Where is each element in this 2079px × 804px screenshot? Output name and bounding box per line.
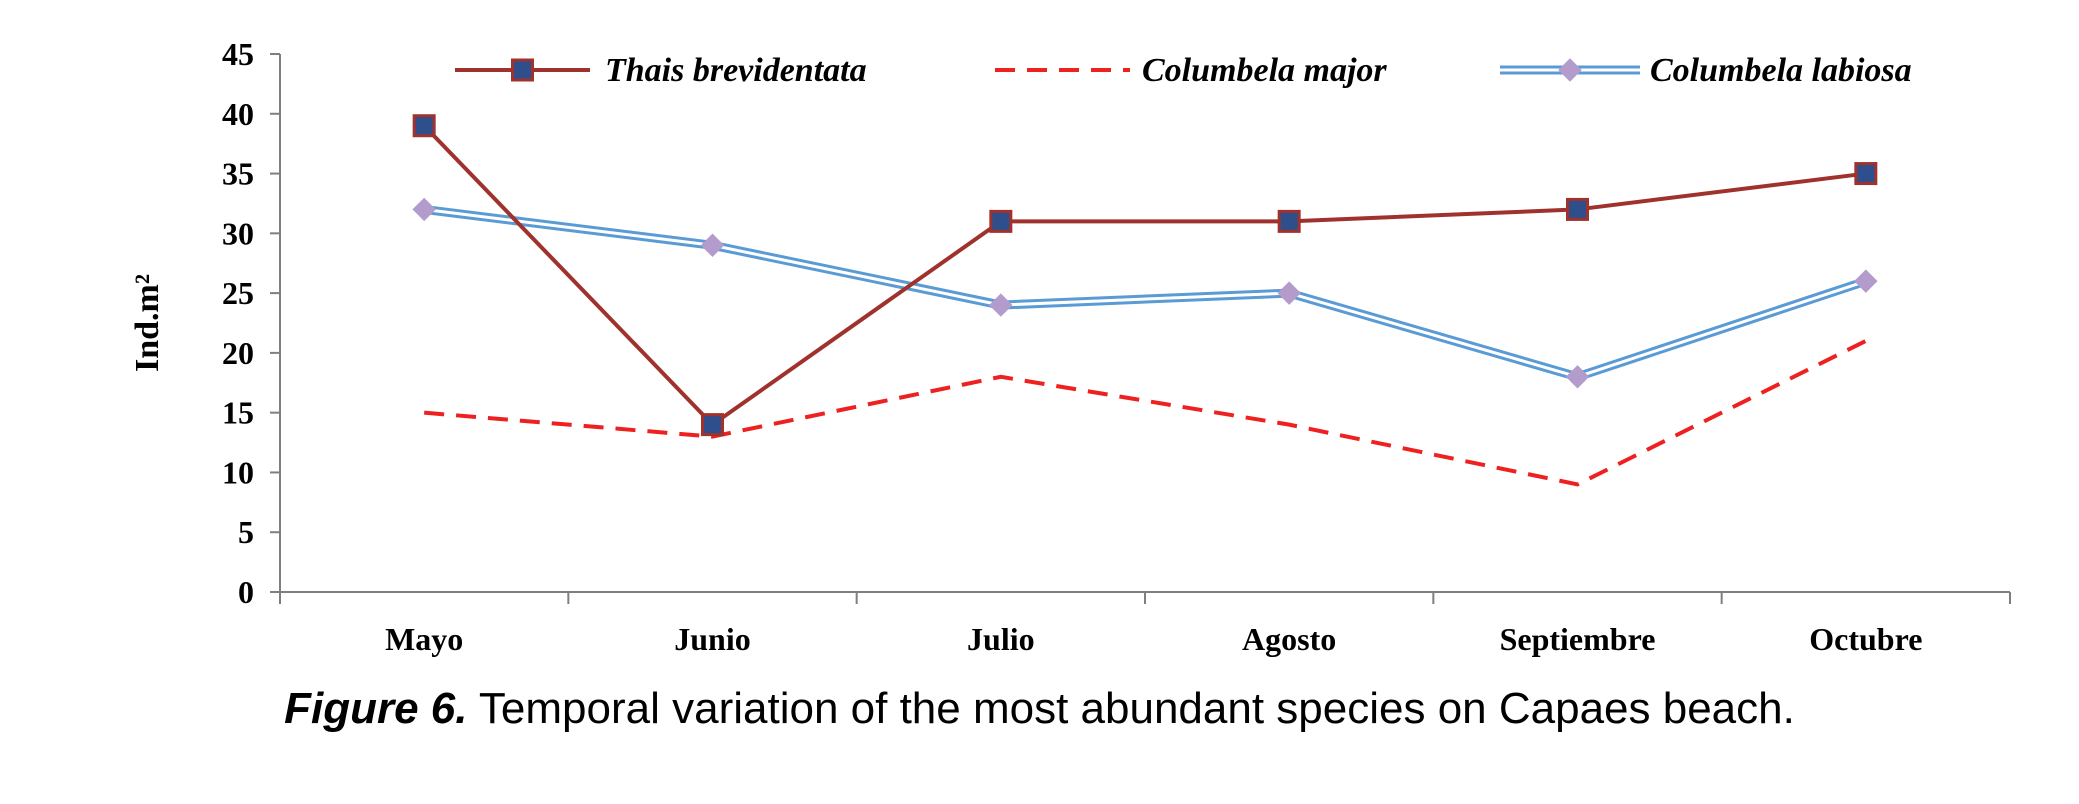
- line-chart: 0 5 10 15 20 25 30 35 40 45 Mayo Junio Julio Agosto Se…: [129, 36, 2011, 657]
- data-point: [412, 197, 436, 222]
- legend-item: Thais brevidentata: [455, 52, 867, 89]
- y-tick-label: 30: [222, 215, 254, 251]
- series-columbela-major: [424, 339, 1867, 487]
- legend-label: Columbela labiosa: [1650, 52, 1912, 89]
- x-tick-label: Julio: [967, 621, 1035, 657]
- y-tick-label: 25: [222, 275, 254, 311]
- legend: Thais brevidentata Columbela major Columbe…: [455, 52, 1912, 89]
- data-point: [1277, 281, 1301, 305]
- data-point: [989, 209, 1013, 233]
- legend-marker: [511, 58, 534, 82]
- y-tick-label: 20: [222, 335, 254, 371]
- y-tick-label: 0: [238, 574, 254, 610]
- y-tick-label: 40: [222, 96, 254, 132]
- data-point: [1566, 197, 1589, 221]
- axes: 0 5 10 15 20 25 30 35 40 45 Mayo Junio Julio Agosto Se…: [129, 36, 2011, 657]
- series-layer: [412, 114, 1878, 487]
- data-point: [1854, 162, 1878, 186]
- y-tick-label: 5: [238, 514, 254, 550]
- y-tick-label: 10: [222, 454, 254, 490]
- data-point: [701, 413, 724, 437]
- data-point: [1277, 209, 1301, 233]
- legend-item: Columbela major: [995, 52, 1387, 89]
- caption-label: Figure 6.: [284, 684, 468, 733]
- series-thais-brevidentata: [412, 114, 1878, 437]
- y-tick-label: 15: [222, 395, 254, 431]
- legend-label: Thais brevidentata: [605, 52, 867, 89]
- x-tick-label: Mayo: [385, 621, 463, 657]
- legend-marker: [1558, 58, 1582, 82]
- data-point: [412, 114, 436, 138]
- series-line-inner: [423, 207, 1867, 379]
- y-tick-label: 45: [222, 36, 254, 72]
- y-axis-title: Ind.m²: [129, 274, 166, 372]
- x-tick-label: Junio: [674, 621, 750, 657]
- data-point: [1854, 269, 1878, 293]
- data-point: [1565, 365, 1590, 389]
- x-tick-label: Septiembre: [1500, 621, 1656, 657]
- series-columbela-labiosa: [412, 197, 1878, 389]
- y-tick-label: 35: [222, 156, 254, 192]
- x-tick-label: Octubre: [1809, 621, 1922, 657]
- x-tick-label: Agosto: [1242, 621, 1336, 657]
- legend-item: Columbela labiosa: [1500, 52, 1912, 89]
- legend-label: Columbela major: [1142, 52, 1387, 89]
- figure-caption: Figure 6. Temporal variation of the most…: [0, 684, 2079, 734]
- data-point: [989, 293, 1013, 317]
- series-line: [422, 124, 1867, 428]
- caption-text: Temporal variation of the most abundant …: [467, 684, 1795, 733]
- data-point: [700, 233, 725, 257]
- series-line: [424, 339, 1867, 487]
